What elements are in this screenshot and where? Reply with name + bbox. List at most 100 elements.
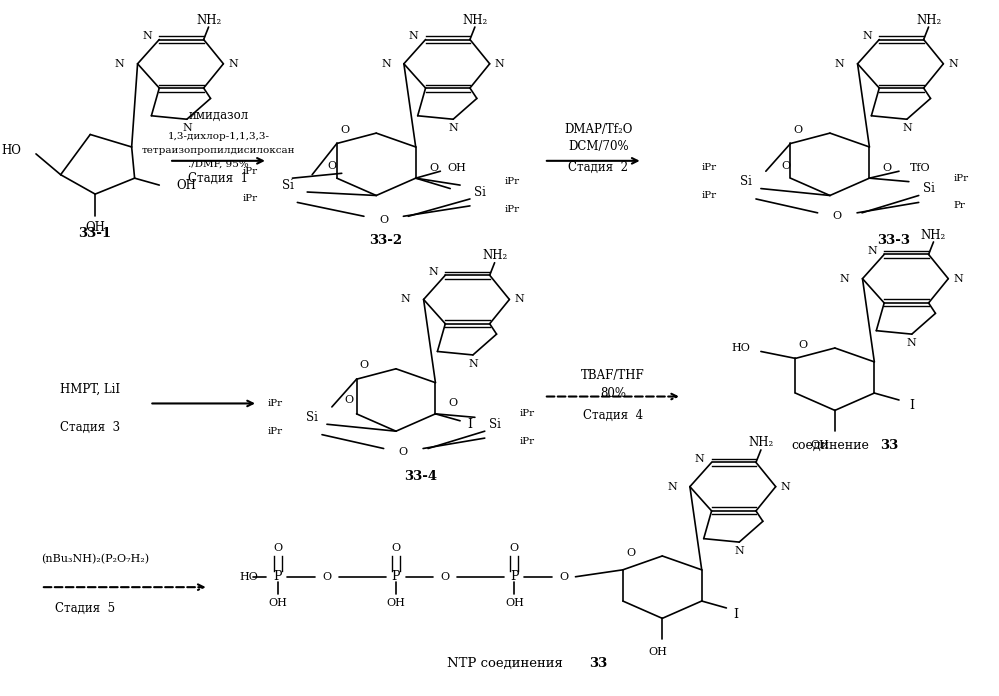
Text: Стадия  4: Стадия 4	[582, 409, 643, 422]
Text: O: O	[441, 571, 450, 582]
Text: Si: Si	[307, 411, 318, 424]
Text: iPr: iPr	[519, 437, 534, 446]
Text: Стадия  5: Стадия 5	[55, 601, 115, 615]
Text: 33-2: 33-2	[370, 234, 403, 247]
Text: (nBu₃NH)₂(P₂O₇H₂): (nBu₃NH)₂(P₂O₇H₂)	[41, 554, 149, 564]
Text: O: O	[379, 215, 389, 225]
Text: iPr: iPr	[243, 167, 258, 175]
Text: O: O	[399, 447, 408, 457]
Text: P: P	[392, 570, 401, 583]
Text: O: O	[273, 543, 282, 553]
Text: iPr: iPr	[268, 427, 283, 436]
Text: I: I	[909, 399, 914, 412]
Text: HMPT, LiI: HMPT, LiI	[60, 383, 120, 396]
Text: соединение: соединение	[791, 438, 869, 452]
Text: O: O	[344, 395, 354, 405]
Text: Si: Si	[474, 186, 486, 198]
Text: O: O	[882, 163, 892, 173]
Text: имидазол: имидазол	[189, 109, 249, 122]
Text: N: N	[862, 31, 872, 41]
Text: 33-4: 33-4	[404, 470, 438, 483]
Text: O: O	[429, 163, 438, 173]
Text: N: N	[115, 58, 125, 69]
Text: iPr: iPr	[243, 194, 258, 203]
Text: P: P	[510, 570, 518, 583]
Text: N: N	[840, 274, 849, 284]
Text: 33-1: 33-1	[79, 227, 112, 240]
Text: N: N	[449, 123, 459, 133]
Text: O: O	[509, 543, 518, 553]
Text: iPr: iPr	[268, 399, 283, 408]
Text: O: O	[559, 571, 568, 582]
Text: iPr: iPr	[701, 191, 716, 200]
Text: N: N	[780, 482, 790, 491]
Text: NH₂: NH₂	[748, 436, 773, 450]
Text: N: N	[902, 123, 912, 133]
Text: Si: Si	[489, 418, 500, 431]
Text: N: N	[667, 482, 677, 491]
Text: NH₂: NH₂	[482, 249, 507, 262]
Text: 1,3-дихлор-1,1,3,3-: 1,3-дихлор-1,1,3,3-	[168, 132, 270, 141]
Text: TBAF/THF: TBAF/THF	[581, 370, 644, 382]
Text: HO: HO	[1, 144, 21, 157]
Text: O: O	[323, 571, 332, 582]
Text: iPr: iPr	[701, 164, 716, 173]
Text: I: I	[733, 608, 738, 622]
Text: N: N	[143, 31, 152, 41]
Text: iPr: iPr	[504, 177, 519, 186]
Text: N: N	[495, 58, 504, 69]
Text: OH: OH	[85, 221, 105, 234]
Text: NH₂: NH₂	[463, 14, 488, 26]
Text: iPr: iPr	[953, 174, 968, 182]
Text: OH: OH	[448, 163, 467, 173]
Text: Si: Si	[282, 179, 294, 191]
Text: 33: 33	[589, 657, 607, 670]
Text: OH: OH	[810, 440, 829, 450]
Text: 33: 33	[880, 438, 898, 452]
Text: N: N	[867, 246, 877, 256]
Text: N: N	[229, 58, 238, 69]
Text: P: P	[274, 570, 282, 583]
Text: OH: OH	[648, 647, 666, 656]
Text: N: N	[734, 546, 744, 556]
Text: Si: Si	[923, 182, 934, 195]
Text: N: N	[469, 359, 478, 369]
Text: NTP соединения: NTP соединения	[447, 657, 562, 670]
Text: O: O	[626, 548, 635, 557]
Text: O: O	[833, 212, 842, 221]
Text: OH: OH	[268, 598, 287, 608]
Text: OH: OH	[387, 598, 406, 608]
Text: Стадия  2: Стадия 2	[568, 161, 628, 174]
Text: iPr: iPr	[504, 205, 519, 214]
Text: O: O	[449, 398, 458, 409]
Text: DMAP/Tf₂O: DMAP/Tf₂O	[564, 123, 632, 136]
Text: N: N	[182, 123, 192, 133]
Text: Si: Si	[740, 175, 752, 188]
Text: 80%: 80%	[600, 386, 626, 400]
Text: N: N	[401, 294, 411, 304]
Text: 33-3: 33-3	[877, 234, 910, 247]
Text: O: O	[799, 340, 808, 349]
Text: NH₂: NH₂	[921, 228, 946, 242]
Text: N: N	[835, 58, 845, 69]
Text: TfO: TfO	[910, 163, 931, 173]
Text: тетраизопропилдисилоксан: тетраизопропилдисилоксан	[142, 146, 295, 155]
Text: O: O	[781, 161, 790, 171]
Text: ./DMF, 95%: ./DMF, 95%	[188, 160, 249, 169]
Text: N: N	[382, 58, 391, 69]
Text: N: N	[907, 338, 917, 348]
Text: NH₂: NH₂	[916, 14, 941, 26]
Text: O: O	[340, 125, 350, 134]
Text: O: O	[392, 543, 401, 553]
Text: N: N	[953, 274, 963, 284]
Text: DCM/70%: DCM/70%	[567, 141, 628, 153]
Text: Pr: Pr	[953, 201, 965, 210]
Text: N: N	[429, 267, 439, 277]
Text: O: O	[794, 125, 803, 134]
Text: N: N	[695, 454, 704, 464]
Text: Стадия  3: Стадия 3	[60, 421, 120, 434]
Text: I: I	[468, 418, 473, 431]
Text: HO: HO	[239, 571, 258, 582]
Text: HO: HO	[731, 343, 750, 353]
Text: O: O	[328, 161, 337, 171]
